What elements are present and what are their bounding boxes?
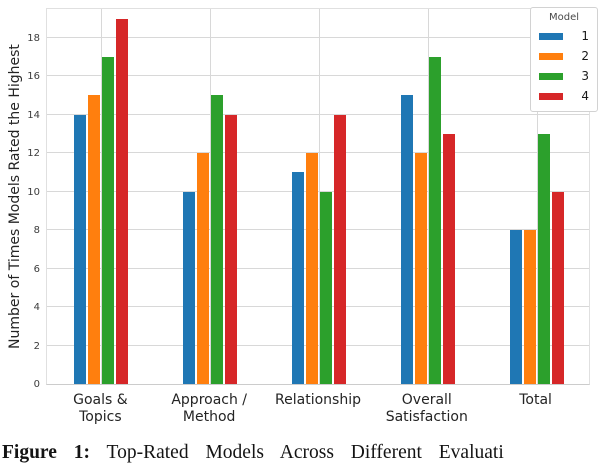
gridline-horizontal [47, 267, 589, 269]
bar-model-4 [116, 18, 129, 384]
gridline-horizontal [47, 344, 589, 346]
bar-model-3 [319, 191, 332, 384]
x-tick-label-line: Method [182, 409, 236, 425]
y-tick-label: 4 [33, 302, 40, 314]
x-tick-label: Approach / Method [171, 392, 247, 426]
gridline-vertical [427, 9, 429, 384]
x-tick-label-line: Goals & [73, 392, 128, 408]
legend-entry-model-4: 4 [531, 86, 597, 106]
bar-model-2 [197, 153, 210, 384]
x-tick-label-line: Topics [79, 409, 122, 425]
bar-model-1 [183, 191, 196, 384]
bar-model-1 [400, 95, 413, 384]
bar-model-1 [509, 230, 522, 384]
bar-group [47, 9, 156, 384]
legend-swatch [539, 52, 563, 60]
bar-model-1 [74, 114, 87, 384]
bar-model-3 [211, 95, 224, 384]
bar-model-4 [225, 114, 238, 384]
gridline-vertical [319, 9, 320, 384]
figure-caption-text: Top-Rated Models Across Different Evalua… [106, 442, 504, 463]
x-tick-label-line: Relationship [275, 392, 361, 408]
x-tick-label-line: Approach / [171, 392, 248, 408]
bar-model-3 [537, 133, 550, 384]
gridline-horizontal [47, 113, 589, 115]
y-tick-label: 6 [33, 263, 40, 275]
x-tick-label: Overall Satisfaction [386, 392, 468, 426]
gridline-horizontal [47, 75, 589, 77]
y-tick-label: 0 [33, 379, 40, 390]
bar-model-1 [291, 172, 304, 384]
gridline-horizontal [47, 229, 589, 231]
x-tick-label-line: Overall [401, 392, 452, 408]
legend: Model 1 2 3 4 [530, 7, 598, 112]
y-tick-label: 14 [27, 109, 40, 121]
bar-group [373, 9, 482, 384]
bar-model-3 [428, 57, 441, 384]
y-tick-label: 8 [33, 225, 40, 237]
y-tick-label: 18 [27, 32, 40, 44]
bar-model-2 [88, 95, 101, 384]
gridline-vertical [536, 9, 538, 384]
bar-model-2 [414, 153, 427, 384]
legend-entry-label: 4 [581, 89, 589, 103]
legend-swatch [539, 32, 563, 40]
bar-model-4 [442, 133, 455, 384]
bar-group [482, 9, 591, 384]
legend-title: Model [548, 12, 580, 23]
bar-model-2 [305, 153, 318, 384]
legend-swatch [539, 72, 563, 80]
x-tick-label-line: Satisfaction [385, 409, 468, 425]
y-tick-label: 16 [27, 71, 40, 83]
legend-entry-label: 1 [581, 29, 589, 43]
legend-entry-model-3: 3 [531, 66, 597, 86]
bar-group [156, 9, 265, 384]
legend-entry-label: 2 [581, 49, 589, 63]
y-tick-label: 12 [27, 148, 40, 160]
x-tick-label: Goals & Topics [73, 392, 128, 426]
bar-group [265, 9, 374, 384]
x-tick-label: Total [519, 392, 552, 409]
gridline-vertical [210, 9, 212, 384]
y-tick-label: 10 [27, 186, 40, 198]
legend-entry-model-2: 2 [531, 46, 597, 66]
bar-model-4 [333, 114, 346, 384]
gridline-vertical [101, 9, 103, 384]
x-tick-label: Relationship [275, 392, 361, 409]
legend-swatch [539, 92, 563, 100]
gridline-horizontal [47, 152, 589, 154]
figure-caption: Figure 1: Top-Rated Models Across Differ… [2, 442, 504, 464]
gridline-horizontal [47, 36, 589, 38]
y-axis-label: Number of Times Models Rated the Highest [7, 44, 23, 349]
legend-items: 1 2 3 4 [531, 26, 597, 106]
bar-model-3 [102, 57, 115, 384]
gridline-horizontal [47, 190, 589, 192]
legend-entry-model-1: 1 [531, 26, 597, 46]
y-tick-label: 2 [33, 340, 40, 352]
bar-model-2 [523, 230, 536, 384]
gridline-horizontal [47, 306, 589, 308]
figure-caption-label: Figure 1: [2, 442, 91, 463]
plot-area [46, 8, 590, 385]
x-tick-label-line: Total [519, 392, 552, 408]
bar-model-4 [551, 191, 564, 384]
legend-entry-label: 3 [581, 69, 589, 83]
